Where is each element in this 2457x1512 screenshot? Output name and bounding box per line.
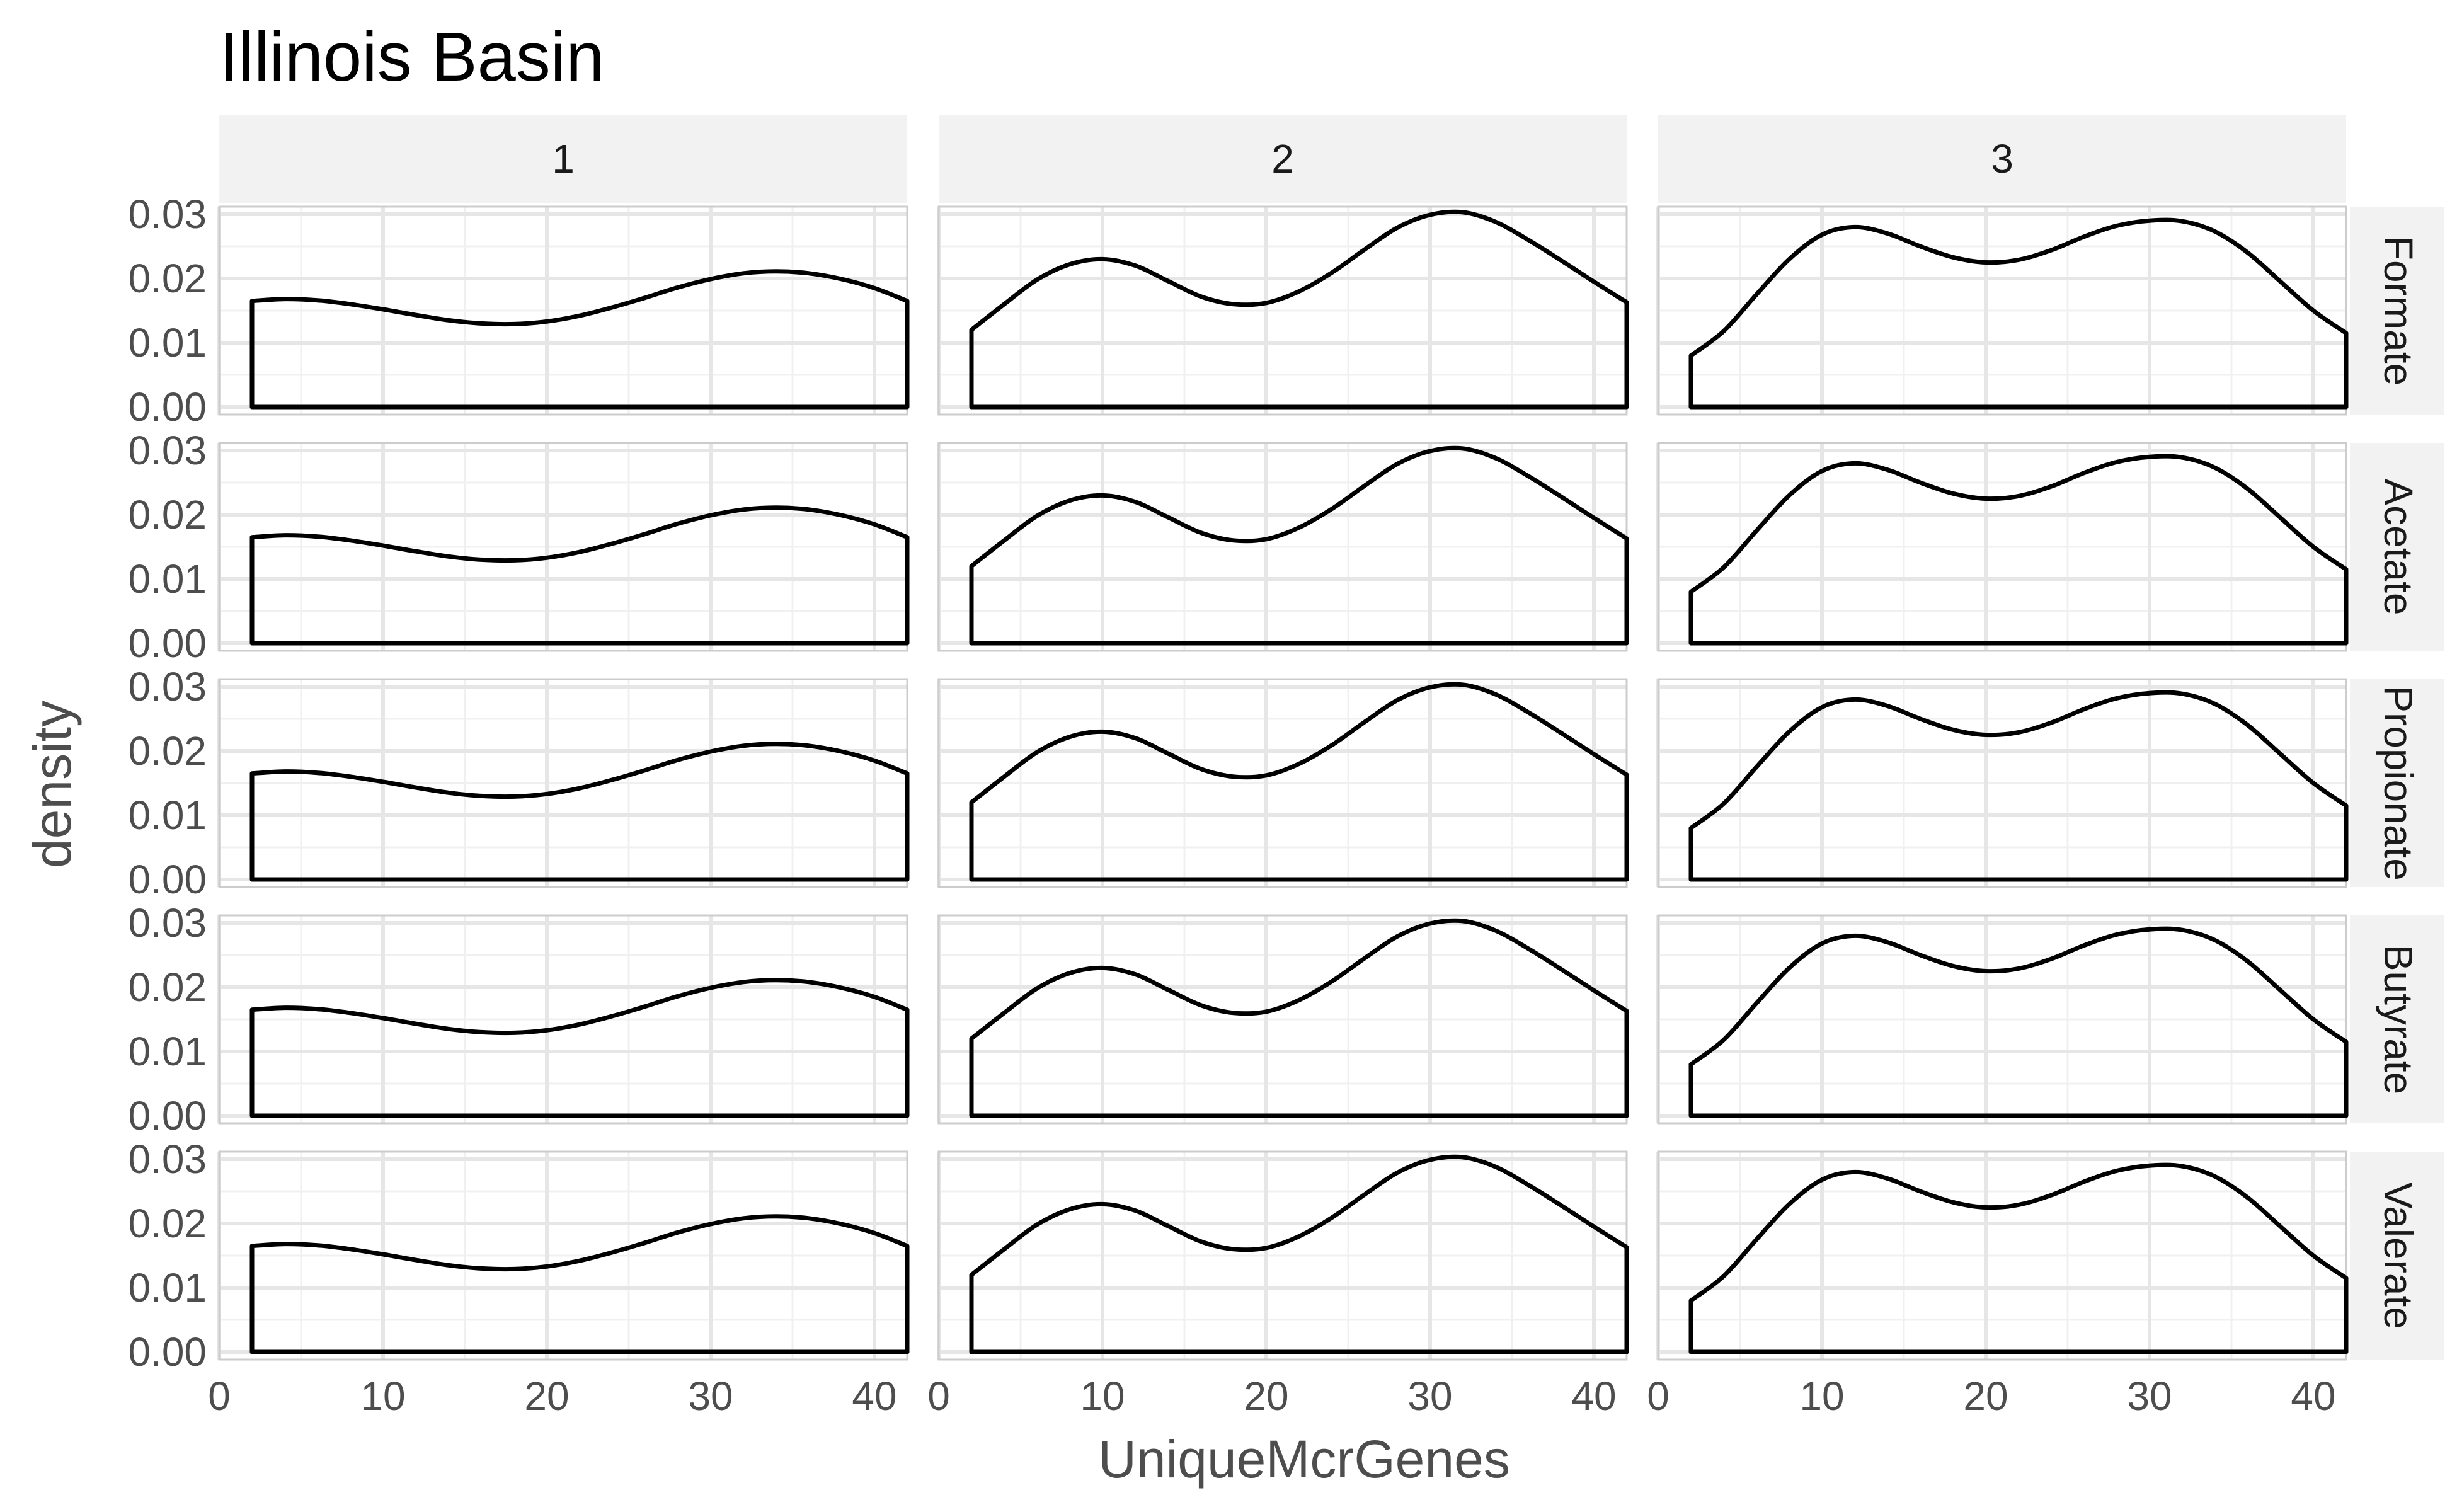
x-tick-label: 10	[360, 1373, 405, 1419]
panel-propionate-1	[217, 678, 910, 888]
y-tick-label: 0.01	[128, 320, 207, 365]
x-tick-label: 30	[688, 1373, 733, 1419]
panel-propionate-2	[937, 678, 1629, 888]
x-tick-label: 40	[2291, 1373, 2335, 1419]
row-strip-label-butyrate: Butyrate	[2376, 944, 2421, 1094]
y-tick-label: 0.00	[128, 857, 207, 902]
x-axis-title: UniqueMcrGenes	[1098, 1429, 1510, 1489]
panel-butyrate-2	[937, 914, 1629, 1125]
column-strip-1	[219, 115, 907, 203]
density-curve-3	[1688, 1162, 2349, 1354]
x-tick-label: 0	[1647, 1373, 1670, 1419]
density-curve-1	[249, 269, 910, 410]
panel-formate-2	[937, 205, 1629, 416]
x-tick-label: 0	[927, 1373, 950, 1419]
panel-formate-3	[1656, 205, 2349, 416]
column-strip-label-2: 2	[1271, 136, 1294, 181]
y-tick-label: 0.02	[128, 1201, 207, 1246]
y-tick-label: 0.00	[128, 621, 207, 666]
panel-valerate-3	[1656, 1150, 2349, 1361]
density-curve-3	[1688, 926, 2349, 1118]
panel-acetate-1	[217, 442, 910, 652]
density-curve-3	[1688, 454, 2349, 646]
x-tick-label: 40	[852, 1373, 896, 1419]
x-tick-label: 10	[1080, 1373, 1125, 1419]
x-tick-label: 0	[208, 1373, 231, 1419]
density-curve-1	[249, 978, 910, 1118]
y-tick-label: 0.00	[128, 1093, 207, 1138]
chart-title: Illinois Basin	[219, 18, 604, 96]
x-tick-label: 10	[1799, 1373, 1844, 1419]
y-tick-label: 0.01	[128, 793, 207, 838]
panel-butyrate-1	[217, 914, 910, 1125]
y-tick-label: 0.02	[128, 492, 207, 537]
density-curve-1	[249, 505, 910, 646]
row-strip-label-valerate: Valerate	[2376, 1182, 2421, 1329]
column-strip-2	[939, 115, 1627, 203]
column-strip-3	[1658, 115, 2346, 203]
row-strip-formate	[2350, 207, 2444, 415]
row-strip-valerate	[2350, 1152, 2444, 1360]
y-axis-title: density	[23, 701, 82, 868]
density-curve-1	[249, 1214, 910, 1354]
x-tick-label: 20	[524, 1373, 569, 1419]
y-tick-label: 0.01	[128, 1029, 207, 1074]
panel-valerate-2	[937, 1150, 1629, 1361]
y-tick-label: 0.03	[128, 428, 207, 473]
density-curve-2	[969, 918, 1629, 1118]
x-tick-label: 30	[1407, 1373, 1452, 1419]
row-strip-butyrate	[2350, 915, 2444, 1123]
y-tick-label: 0.02	[128, 965, 207, 1010]
panel-acetate-2	[937, 442, 1629, 652]
row-strip-label-formate: Formate	[2376, 236, 2421, 386]
y-tick-label: 0.02	[128, 256, 207, 301]
density-curve-2	[969, 209, 1629, 410]
y-tick-label: 0.01	[128, 1265, 207, 1310]
panel-border	[1657, 678, 2347, 888]
panel-butyrate-3	[1656, 914, 2349, 1125]
panel-formate-1	[217, 205, 910, 416]
row-strip-acetate	[2350, 443, 2444, 651]
panel-propionate-3	[1656, 678, 2349, 888]
y-tick-label: 0.02	[128, 728, 207, 774]
y-tick-label: 0.03	[128, 192, 207, 237]
y-tick-label: 0.00	[128, 384, 207, 430]
density-curve-2	[969, 682, 1629, 882]
panel-border	[1657, 205, 2347, 416]
x-tick-label: 30	[2127, 1373, 2172, 1419]
density-curve-2	[969, 1154, 1629, 1354]
density-curve-1	[249, 742, 910, 882]
column-strip-label-1: 1	[552, 136, 575, 181]
column-strip-label-3: 3	[1991, 136, 2013, 181]
row-strip-label-acetate: Acetate	[2376, 478, 2421, 615]
density-curve-3	[1688, 217, 2349, 410]
panel-border	[1657, 1150, 2347, 1361]
y-tick-label: 0.00	[128, 1329, 207, 1375]
panel-border	[1657, 914, 2347, 1125]
y-tick-label: 0.03	[128, 1137, 207, 1182]
panel-border	[1657, 442, 2347, 652]
row-strip-label-propionate: Propionate	[2376, 685, 2421, 881]
y-tick-label: 0.01	[128, 556, 207, 602]
density-curve-3	[1688, 690, 2349, 882]
x-tick-label: 20	[1963, 1373, 2008, 1419]
facet-grid: 1 2 3 Formate Acetate Propionate Butyrate Valer…	[128, 115, 2444, 1419]
panel-valerate-1	[217, 1150, 910, 1361]
y-tick-label: 0.03	[128, 900, 207, 946]
y-tick-label: 0.03	[128, 664, 207, 709]
density-curve-2	[969, 445, 1629, 646]
x-tick-label: 20	[1244, 1373, 1288, 1419]
row-strip-propionate	[2350, 679, 2444, 887]
x-tick-label: 40	[1571, 1373, 1616, 1419]
panel-acetate-3	[1656, 442, 2349, 652]
